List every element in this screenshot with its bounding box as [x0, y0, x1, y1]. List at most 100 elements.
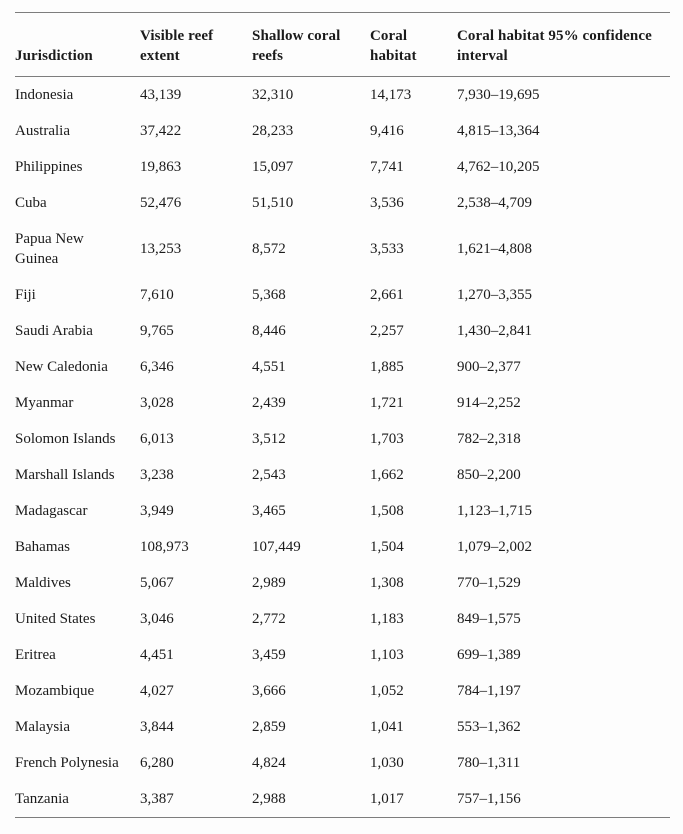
jurisdiction-cell: Cuba [15, 195, 47, 211]
shallow-coral-reefs-cell: 51,510 [252, 195, 294, 211]
jurisdiction-cell: Eritrea [15, 647, 56, 663]
confidence-interval-cell: 757–1,156 [457, 791, 521, 807]
visible-reef-extent-cell: 108,973 [140, 539, 189, 555]
shallow-coral-reefs-cell: 32,310 [252, 87, 294, 103]
visible-reef-extent-cell: 7,610 [140, 287, 174, 303]
jurisdiction-cell: Tanzania [15, 791, 69, 807]
jurisdiction-cell: Bahamas [15, 539, 70, 555]
confidence-interval-cell: 4,815–13,364 [457, 123, 540, 139]
jurisdiction-cell: New Caledonia [15, 359, 108, 375]
coral-habitat-cell: 1,052 [370, 683, 404, 699]
jurisdiction-cell: Marshall Islands [15, 467, 115, 483]
coral-habitat-cell: 1,308 [370, 575, 404, 591]
table-row: French Polynesia 6,280 4,824 1,030 780–1,311 [15, 745, 670, 781]
coral-habitat-cell: 9,416 [370, 123, 404, 139]
column-header-shallow_coral_reefs: Shallow coral reefs [252, 12, 370, 77]
table-row: Marshall Islands 3,238 2,543 1,662 850–2,200 [15, 457, 670, 493]
table-row: Solomon Islands 6,013 3,512 1,703 782–2,318 [15, 421, 670, 457]
shallow-coral-reefs-cell: 5,368 [252, 287, 286, 303]
confidence-interval-cell: 699–1,389 [457, 647, 521, 663]
confidence-interval-cell: 782–2,318 [457, 431, 521, 447]
coral-habitat-cell: 1,030 [370, 755, 404, 771]
confidence-interval-cell: 1,621–4,808 [457, 241, 532, 257]
coral-habitat-cell: 1,103 [370, 647, 404, 663]
shallow-coral-reefs-cell: 2,543 [252, 467, 286, 483]
coral-habitat-cell: 1,017 [370, 791, 404, 807]
shallow-coral-reefs-cell: 2,772 [252, 611, 286, 627]
column-header-coral_habitat: Coral habitat [370, 12, 457, 77]
confidence-interval-cell: 780–1,311 [457, 755, 521, 771]
confidence-interval-cell: 4,762–10,205 [457, 159, 540, 175]
jurisdiction-cell: Madagascar [15, 503, 88, 519]
jurisdiction-cell: French Polynesia [15, 755, 119, 771]
coral-habitat-cell: 1,721 [370, 395, 404, 411]
shallow-coral-reefs-cell: 15,097 [252, 159, 294, 175]
visible-reef-extent-cell: 3,844 [140, 719, 174, 735]
confidence-interval-cell: 770–1,529 [457, 575, 521, 591]
confidence-interval-cell: 900–2,377 [457, 359, 521, 375]
table-row: Eritrea 4,451 3,459 1,103 699–1,389 [15, 637, 670, 673]
table-row: Philippines 19,863 15,097 7,741 4,762–10,205 [15, 149, 670, 185]
visible-reef-extent-cell: 6,013 [140, 431, 174, 447]
coral-habitat-cell: 3,533 [370, 241, 404, 257]
coral-habitat-cell: 1,662 [370, 467, 404, 483]
table-body: Indonesia 43,139 32,310 14,173 7,930–19,695 A… [15, 77, 670, 818]
confidence-interval-cell: 849–1,575 [457, 611, 521, 627]
confidence-interval-cell: 1,430–2,841 [457, 323, 532, 339]
confidence-interval-cell: 553–1,362 [457, 719, 521, 735]
jurisdiction-cell: Papua New Guinea [15, 231, 84, 267]
shallow-coral-reefs-cell: 8,572 [252, 241, 286, 257]
table-row: Mozambique 4,027 3,666 1,052 784–1,197 [15, 673, 670, 709]
jurisdiction-cell: Fiji [15, 287, 36, 303]
table-row: Maldives 5,067 2,989 1,308 770–1,529 [15, 565, 670, 601]
column-header-visible_reef_extent: Visible reef extent [140, 12, 252, 77]
jurisdiction-cell: Myanmar [15, 395, 74, 411]
coral-habitat-cell: 2,257 [370, 323, 404, 339]
shallow-coral-reefs-cell: 28,233 [252, 123, 294, 139]
shallow-coral-reefs-cell: 3,666 [252, 683, 286, 699]
shallow-coral-reefs-cell: 4,824 [252, 755, 286, 771]
table-row: Saudi Arabia 9,765 8,446 2,257 1,430–2,841 [15, 313, 670, 349]
shallow-coral-reefs-cell: 3,465 [252, 503, 286, 519]
jurisdiction-cell: Maldives [15, 575, 71, 591]
table-row: Malaysia 3,844 2,859 1,041 553–1,362 [15, 709, 670, 745]
confidence-interval-cell: 1,270–3,355 [457, 287, 532, 303]
table-row: New Caledonia 6,346 4,551 1,885 900–2,377 [15, 349, 670, 385]
coral-habitat-cell: 1,703 [370, 431, 404, 447]
shallow-coral-reefs-cell: 3,459 [252, 647, 286, 663]
table-row: Tanzania 3,387 2,988 1,017 757–1,156 [15, 781, 670, 818]
table-row: Bahamas 108,973 107,449 1,504 1,079–2,002 [15, 529, 670, 565]
coral-habitat-cell: 1,885 [370, 359, 404, 375]
visible-reef-extent-cell: 19,863 [140, 159, 182, 175]
visible-reef-extent-cell: 5,067 [140, 575, 174, 591]
table-row: United States 3,046 2,772 1,183 849–1,575 [15, 601, 670, 637]
jurisdiction-cell: Indonesia [15, 87, 74, 103]
visible-reef-extent-cell: 4,027 [140, 683, 174, 699]
confidence-interval-cell: 914–2,252 [457, 395, 521, 411]
jurisdiction-cell: Australia [15, 123, 70, 139]
shallow-coral-reefs-cell: 2,988 [252, 791, 286, 807]
table-header-row: Jurisdiction Visible reef extent Shallow c… [15, 12, 670, 77]
table-row: Madagascar 3,949 3,465 1,508 1,123–1,715 [15, 493, 670, 529]
table-row: Cuba 52,476 51,510 3,536 2,538–4,709 [15, 185, 670, 221]
coral-reef-extent-table: Jurisdiction Visible reef extent Shallow c… [15, 12, 670, 818]
visible-reef-extent-cell: 3,387 [140, 791, 174, 807]
column-header-confidence_interval: Coral habitat 95% confidence interval [457, 12, 670, 77]
shallow-coral-reefs-cell: 2,439 [252, 395, 286, 411]
coral-habitat-cell: 1,504 [370, 539, 404, 555]
shallow-coral-reefs-cell: 4,551 [252, 359, 286, 375]
table-row: Australia 37,422 28,233 9,416 4,815–13,364 [15, 113, 670, 149]
visible-reef-extent-cell: 3,238 [140, 467, 174, 483]
visible-reef-extent-cell: 3,046 [140, 611, 174, 627]
visible-reef-extent-cell: 9,765 [140, 323, 174, 339]
column-header-jurisdiction: Jurisdiction [15, 12, 140, 77]
table-row: Myanmar 3,028 2,439 1,721 914–2,252 [15, 385, 670, 421]
confidence-interval-cell: 784–1,197 [457, 683, 521, 699]
visible-reef-extent-cell: 4,451 [140, 647, 174, 663]
shallow-coral-reefs-cell: 2,989 [252, 575, 286, 591]
visible-reef-extent-cell: 3,028 [140, 395, 174, 411]
shallow-coral-reefs-cell: 3,512 [252, 431, 286, 447]
jurisdiction-cell: Saudi Arabia [15, 323, 93, 339]
visible-reef-extent-cell: 6,280 [140, 755, 174, 771]
